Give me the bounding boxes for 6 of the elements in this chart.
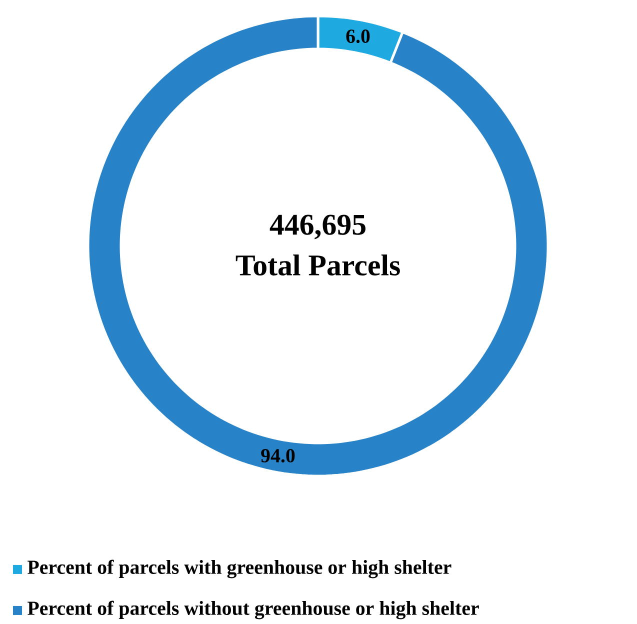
data-label: 94.0 bbox=[261, 448, 295, 462]
text: 446,695 bbox=[270, 214, 366, 240]
legend-label: Percent of parcels with greenhouse or high shelter bbox=[28, 560, 452, 578]
text: Total Parcels bbox=[236, 254, 400, 276]
data-label: 6.0 bbox=[346, 30, 370, 44]
legend-label: Percent of parcels without greenhouse or high shelter bbox=[28, 600, 479, 620]
